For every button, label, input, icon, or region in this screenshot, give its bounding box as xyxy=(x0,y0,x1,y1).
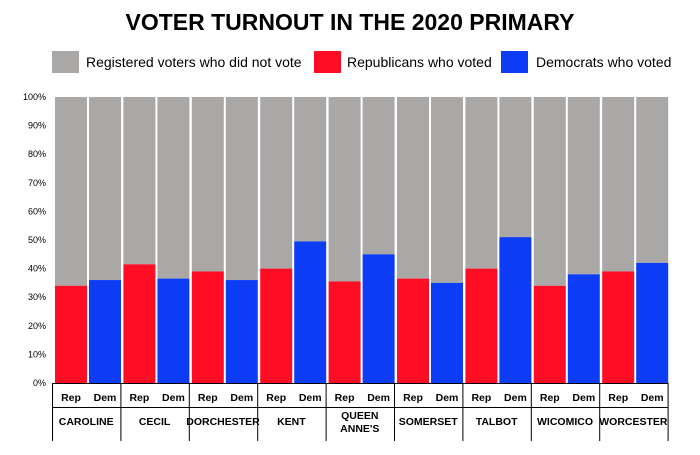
y-axis: 0% 10% 20% 30% 40% 50% 60% 70% 80% 90% 100% xyxy=(23,92,46,388)
bar-rep-voted xyxy=(191,271,224,383)
bars xyxy=(55,97,669,383)
county-label: SOMERSET xyxy=(399,416,459,428)
bar-rep-voted xyxy=(55,285,87,383)
bar-rep-voted xyxy=(602,271,635,383)
bar-dem-voted xyxy=(89,280,121,383)
legend-label-2: Democrats who voted xyxy=(536,54,671,70)
bar-did-not-vote xyxy=(499,97,532,238)
y-tick-label: 20% xyxy=(28,321,46,331)
bar-did-not-vote xyxy=(55,97,87,286)
bar-did-not-vote xyxy=(533,97,566,286)
county-label: DORCHESTER xyxy=(186,416,260,428)
bar-did-not-vote xyxy=(123,97,156,265)
legend-label-0: Registered voters who did not vote xyxy=(86,54,302,70)
party-label-rep: Rep xyxy=(129,392,149,404)
party-label-rep: Rep xyxy=(608,392,628,404)
legend-swatch-0 xyxy=(52,51,79,73)
party-label-rep: Rep xyxy=(471,392,491,404)
bar-dem-voted xyxy=(294,241,327,383)
county-label: TALBOT xyxy=(476,416,518,428)
party-label-dem: Dem xyxy=(94,392,117,404)
party-label-dem: Dem xyxy=(230,392,253,404)
legend-swatch-2 xyxy=(501,51,528,73)
bar-did-not-vote xyxy=(260,97,293,269)
party-label-dem: Dem xyxy=(367,392,390,404)
party-label-dem: Dem xyxy=(641,392,664,404)
party-label-dem: Dem xyxy=(162,392,185,404)
y-tick-label: 60% xyxy=(28,206,46,216)
bar-did-not-vote xyxy=(328,97,361,282)
bar-dem-voted xyxy=(362,254,395,383)
bar-rep-voted xyxy=(328,281,361,383)
party-label-dem: Dem xyxy=(436,392,459,404)
legend-label-1: Republicans who voted xyxy=(347,54,492,70)
y-tick-label: 40% xyxy=(28,264,46,274)
bar-did-not-vote xyxy=(602,97,635,272)
party-label-rep: Rep xyxy=(403,392,423,404)
bar-dem-voted xyxy=(567,274,600,383)
legend-swatch-1 xyxy=(314,51,341,73)
county-label: CECIL xyxy=(139,416,171,428)
bar-rep-voted xyxy=(465,268,498,383)
bar-rep-voted xyxy=(123,264,156,383)
y-tick-label: 100% xyxy=(23,92,46,102)
legend: Registered voters who did not vote Republ… xyxy=(52,51,671,73)
bar-rep-voted xyxy=(397,278,429,383)
y-tick-label: 50% xyxy=(28,235,46,245)
party-label-rep: Rep xyxy=(198,392,218,404)
bar-rep-voted xyxy=(260,268,293,383)
bar-did-not-vote xyxy=(157,97,190,279)
county-label: WICOMICO xyxy=(537,416,593,428)
bar-did-not-vote xyxy=(191,97,224,272)
y-tick-label: 90% xyxy=(28,121,46,131)
bar-dem-voted xyxy=(499,237,532,383)
y-tick-label: 30% xyxy=(28,292,46,302)
bar-rep-voted xyxy=(533,285,566,383)
y-tick-label: 80% xyxy=(28,149,46,159)
party-label-dem: Dem xyxy=(299,392,322,404)
bar-did-not-vote xyxy=(431,97,463,283)
bar-did-not-vote xyxy=(636,97,669,263)
party-label-rep: Rep xyxy=(61,392,81,404)
y-tick-label: 70% xyxy=(28,178,46,188)
party-label-rep: Rep xyxy=(335,392,355,404)
party-label-rep: Rep xyxy=(266,392,286,404)
bar-did-not-vote xyxy=(294,97,327,242)
county-label: KENT xyxy=(277,416,306,428)
county-label: WORCESTER xyxy=(599,416,668,428)
county-label: ANNE'S xyxy=(340,423,379,435)
party-label-dem: Dem xyxy=(504,392,527,404)
party-label-rep: Rep xyxy=(540,392,560,404)
chart-title: VOTER TURNOUT IN THE 2020 PRIMARY xyxy=(126,9,575,35)
county-label: QUEEN xyxy=(341,410,378,422)
bar-dem-voted xyxy=(431,282,463,383)
bar-dem-voted xyxy=(636,262,669,383)
bar-did-not-vote xyxy=(397,97,429,279)
bar-dem-voted xyxy=(157,278,190,383)
county-label: CAROLINE xyxy=(59,416,114,428)
bar-did-not-vote xyxy=(567,97,600,275)
y-tick-label: 0% xyxy=(33,378,46,388)
y-tick-label: 10% xyxy=(28,349,46,359)
bar-did-not-vote xyxy=(465,97,498,269)
bar-dem-voted xyxy=(225,280,258,383)
bar-did-not-vote xyxy=(89,97,121,281)
bar-did-not-vote xyxy=(225,97,258,281)
party-label-dem: Dem xyxy=(572,392,595,404)
bar-did-not-vote xyxy=(362,97,395,255)
